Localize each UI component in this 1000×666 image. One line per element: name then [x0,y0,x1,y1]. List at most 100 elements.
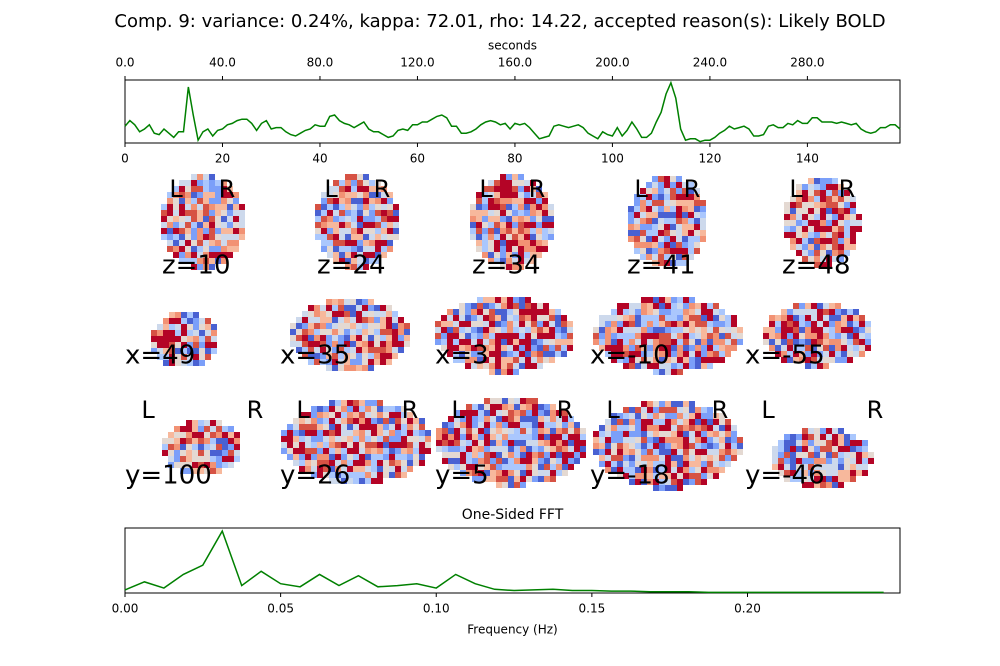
voxel [227,186,233,192]
voxel [228,426,234,432]
voxel [216,438,222,444]
voxel [356,305,362,311]
voxel [339,258,345,264]
voxel [568,458,574,464]
voxel [713,303,719,309]
voxel [386,305,392,311]
voxel [332,335,338,341]
voxel [519,357,525,363]
voxel [435,327,441,333]
voxel [640,188,646,194]
voxel [641,315,647,321]
voxel [683,333,689,339]
voxel [530,222,536,228]
x2-tick-label: 120.0 [400,56,434,70]
x-tick-label: 80 [507,152,522,166]
voxel [640,248,646,254]
voxel [683,297,689,303]
voxel [530,210,536,216]
voxel [203,240,209,246]
voxel [865,333,871,339]
voxel [302,311,308,317]
voxel [646,254,652,260]
voxel [305,430,311,436]
voxel [174,456,180,462]
voxel [659,485,665,491]
voxel [281,436,287,442]
voxel [326,317,332,323]
voxel [359,448,365,454]
voxel [519,363,525,369]
voxel [484,446,490,452]
voxel [345,264,351,270]
voxel [476,228,482,234]
voxel [520,452,526,458]
voxel [707,345,713,351]
voxel [179,246,185,252]
voxel [344,341,350,347]
voxel [605,437,611,443]
voxel [838,458,844,464]
voxel [567,339,573,345]
voxel [383,448,389,454]
voxel [519,327,525,333]
voxel [641,321,647,327]
slice-left-label: L [169,175,183,203]
voxel [796,458,802,464]
voxel [676,248,682,254]
voxel [790,196,796,202]
voxel [820,464,826,470]
voxel [329,412,335,418]
voxel [811,357,817,363]
voxel [489,303,495,309]
voxel [519,297,525,303]
voxel [239,234,245,240]
voxel [599,443,605,449]
voxel [814,190,820,196]
voxel [209,222,215,228]
voxel [369,246,375,252]
voxel [683,413,689,419]
x2-tick-label: 280.0 [790,56,824,70]
voxel [525,297,531,303]
voxel [333,258,339,264]
voxel [377,478,383,484]
voxel [369,180,375,186]
voxel [192,420,198,426]
voxel [641,333,647,339]
voxel [555,333,561,339]
voxel [647,407,653,413]
voxel [398,341,404,347]
voxel [784,226,790,232]
voxel [549,351,555,357]
voxel [168,444,174,450]
voxel [173,222,179,228]
voxel [496,482,502,488]
voxel [532,470,538,476]
voxel [659,455,665,461]
voxel [311,448,317,454]
voxel [671,401,677,407]
voxel [713,321,719,327]
voxel [327,252,333,258]
voxel [338,359,344,365]
x-tick-label: 120 [698,152,721,166]
voxel [320,335,326,341]
voxel [192,456,198,462]
voxel [483,297,489,303]
voxel [841,339,847,345]
voxel [640,242,646,248]
voxel [507,357,513,363]
voxel [659,419,665,425]
voxel [652,176,658,182]
voxel [841,321,847,327]
voxel [490,440,496,446]
voxel [466,464,472,470]
voxel [841,327,847,333]
voxel [832,458,838,464]
x-tick-label: 140 [796,152,819,166]
voxel [820,178,826,184]
voxel [671,327,677,333]
voxel [790,214,796,220]
voxel [315,204,321,210]
